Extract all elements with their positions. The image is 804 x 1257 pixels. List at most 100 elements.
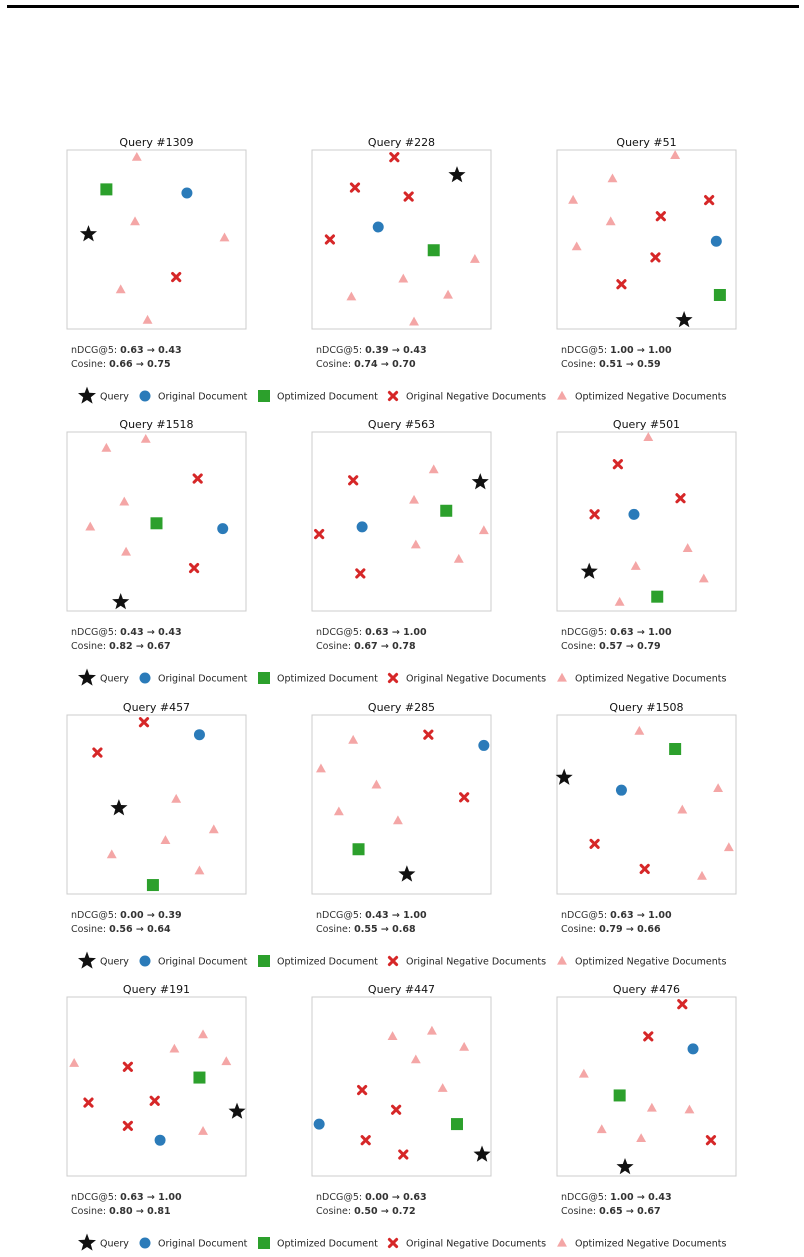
ndcg-metric: nDCG@5: 0.63 → 1.00 — [561, 627, 672, 638]
ndcg-label: nDCG@5: — [561, 345, 610, 356]
original-negative-point — [349, 182, 361, 193]
original-negative-point — [355, 568, 366, 579]
x-icon — [387, 390, 399, 402]
ndcg-label: nDCG@5: — [316, 910, 365, 921]
cosine-label: Cosine: — [71, 924, 109, 935]
ndcg-metric: nDCG@5: 0.39 → 0.43 — [316, 345, 427, 356]
plot-frame — [66, 996, 247, 1177]
legend-label: Optimized Negative Documents — [575, 392, 727, 403]
star-icon — [78, 951, 96, 969]
panel-title: Query #501 — [613, 418, 680, 431]
scatter-panel: Query #447 nDCG@5: 0.00 → 0.63 Cosine: 0.5… — [311, 983, 492, 1217]
ndcg-values: 0.63 → 1.00 — [365, 627, 427, 638]
triangle-icon — [557, 390, 567, 400]
optimized-negative-point — [121, 546, 132, 556]
original-negative-point — [357, 1084, 368, 1096]
original-negative-point — [639, 863, 650, 875]
legend-label: Optimized Document — [277, 1239, 378, 1250]
optimized-document-point — [150, 517, 163, 530]
original-negative-point — [589, 509, 600, 520]
ndcg-metric: nDCG@5: 0.63 → 0.43 — [71, 345, 182, 356]
ndcg-metric: nDCG@5: 0.00 → 0.63 — [316, 1192, 427, 1203]
original-negative-point — [188, 562, 200, 574]
ndcg-metric: nDCG@5: 0.43 → 0.43 — [71, 627, 182, 638]
ndcg-label: nDCG@5: — [316, 627, 365, 638]
legend-entry: Query — [78, 951, 129, 969]
scatter-panel: Query #1518 nDCG@5: 0.43 → 0.43 Cosine: 0.… — [66, 418, 247, 652]
cosine-metric: Cosine: 0.56 → 0.64 — [71, 924, 171, 935]
optimized-negative-point — [69, 1058, 80, 1067]
optimized-negative-point — [398, 273, 409, 283]
optimized-negative-point — [106, 849, 117, 859]
panel-title: Query #476 — [613, 983, 680, 996]
query-point — [79, 225, 97, 242]
scatter-panel: Query #501 nDCG@5: 0.63 → 1.00 Cosine: 0.5… — [556, 418, 737, 652]
cosine-label: Cosine: — [561, 359, 599, 370]
cosine-metric: Cosine: 0.55 → 0.68 — [316, 924, 416, 935]
optimized-negative-point — [316, 763, 326, 773]
panel-title: Query #51 — [616, 136, 676, 149]
legend-label: Query — [100, 392, 129, 403]
ndcg-label: nDCG@5: — [71, 627, 120, 638]
query-point — [448, 166, 466, 183]
legend-label: Original Negative Documents — [406, 674, 546, 685]
legend-entry: Original Negative Documents — [387, 390, 546, 403]
legend-label: Optimized Negative Documents — [575, 957, 727, 968]
legend-label: Query — [100, 1239, 129, 1250]
scatter-panel: Query #563 nDCG@5: 0.63 → 1.00 Cosine: 0.6… — [311, 418, 492, 652]
optimized-negative-point — [614, 596, 625, 606]
cosine-values: 0.55 → 0.68 — [354, 924, 416, 935]
original-document-point — [372, 221, 384, 233]
square-icon — [258, 1237, 270, 1249]
top-rule — [7, 5, 799, 8]
ndcg-metric: nDCG@5: 1.00 → 1.00 — [561, 345, 672, 356]
cosine-label: Cosine: — [316, 924, 354, 935]
ndcg-values: 0.00 → 0.39 — [120, 910, 181, 921]
scatter-panel: Query #228 nDCG@5: 0.39 → 0.43 Cosine: 0.7… — [311, 136, 492, 370]
optimized-negative-point — [428, 464, 439, 474]
cosine-label: Cosine: — [316, 1206, 354, 1217]
optimized-negative-point — [571, 241, 582, 251]
optimized-negative-point — [410, 1054, 421, 1064]
legend-label: Query — [100, 674, 129, 685]
optimized-document-point — [352, 843, 365, 856]
optimized-negative-point — [426, 1025, 437, 1035]
optimized-negative-point — [387, 1031, 398, 1041]
legend-entry: Original Negative Documents — [387, 672, 546, 685]
ndcg-label: nDCG@5: — [71, 1192, 120, 1203]
original-negative-point — [314, 528, 325, 540]
optimized-negative-point — [101, 442, 112, 452]
panel-title: Query #285 — [368, 701, 435, 714]
legend-label: Optimized Document — [277, 392, 378, 403]
optimized-negative-point — [208, 824, 219, 834]
ndcg-values: 0.00 → 0.63 — [365, 1192, 426, 1203]
query-point — [471, 473, 489, 490]
legend-label: Optimized Negative Documents — [575, 1239, 727, 1250]
legend-entry: Optimized Document — [258, 1237, 378, 1250]
circle-icon — [139, 1237, 151, 1249]
triangle-icon — [557, 672, 567, 682]
ndcg-label: nDCG@5: — [561, 1192, 610, 1203]
legend-label: Original Negative Documents — [406, 1239, 546, 1250]
cosine-metric: Cosine: 0.74 → 0.70 — [316, 359, 416, 370]
original-negative-point — [92, 747, 103, 758]
cosine-label: Cosine: — [71, 359, 109, 370]
legend-label: Original Document — [158, 674, 248, 685]
plot-frame — [311, 431, 492, 612]
legend-entry: Optimized Negative Documents — [557, 1237, 727, 1250]
optimized-negative-point — [698, 573, 709, 583]
optimized-negative-point — [409, 316, 419, 326]
optimized-negative-point — [437, 1083, 448, 1092]
query-point — [473, 1145, 491, 1162]
cosine-label: Cosine: — [561, 641, 599, 652]
original-negative-point — [655, 211, 666, 222]
original-negative-point — [391, 1104, 402, 1115]
legend: Query Original Document Optimized Document… — [78, 668, 727, 686]
x-icon — [387, 1237, 399, 1249]
original-negative-point — [324, 234, 335, 245]
optimized-negative-point — [670, 150, 681, 160]
legend-entry: Query — [78, 386, 129, 404]
original-negative-point — [122, 1061, 133, 1072]
cosine-metric: Cosine: 0.66 → 0.75 — [71, 359, 171, 370]
